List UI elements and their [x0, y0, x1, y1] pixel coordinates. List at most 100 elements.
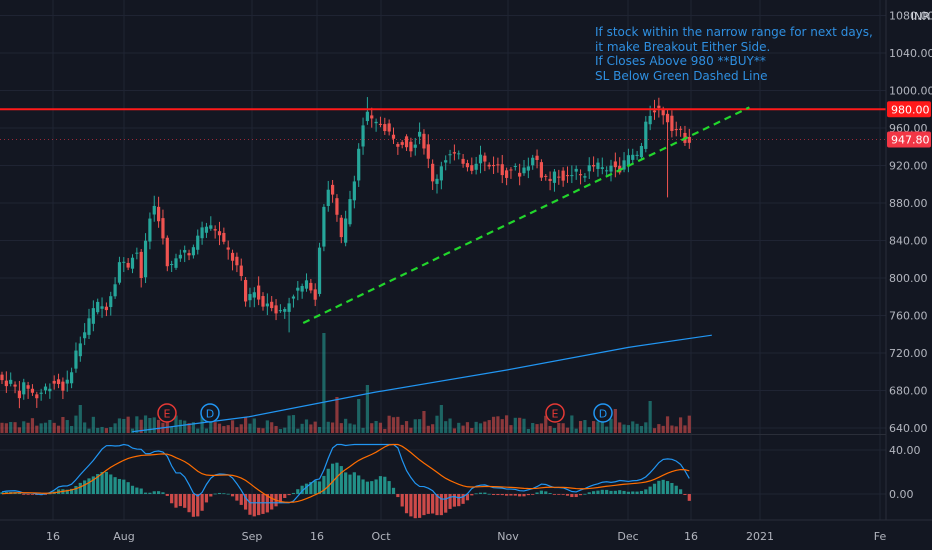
- candle-body: [204, 226, 209, 233]
- histogram-bar: [257, 494, 261, 516]
- volume-bar: [592, 421, 596, 433]
- candle-body: [248, 294, 252, 301]
- volume-bar: [331, 422, 335, 433]
- time-tick-label: Nov: [497, 530, 519, 543]
- candle-body: [165, 237, 169, 267]
- candle-body: [143, 240, 148, 278]
- histogram-bar: [561, 494, 565, 495]
- marker-label: D: [206, 408, 214, 421]
- volume-bar: [526, 428, 530, 433]
- candle-body: [113, 284, 117, 297]
- price-axis-bg: [886, 0, 932, 550]
- volume-bar: [4, 423, 8, 433]
- candle-body: [605, 170, 609, 172]
- candle-body: [13, 384, 17, 387]
- volume-bar: [578, 421, 583, 433]
- candle-body: [583, 176, 587, 178]
- candle-body: [0, 374, 4, 381]
- volume-bar: [422, 411, 426, 433]
- candle-body: [161, 218, 165, 239]
- candle-body: [183, 250, 187, 253]
- candle-body: [109, 296, 113, 308]
- volume-bar: [74, 415, 78, 433]
- volume-bar: [39, 423, 43, 433]
- histogram-bar: [496, 494, 500, 496]
- candle-body: [209, 225, 213, 229]
- marker-circle: [593, 403, 613, 423]
- price-tick-label: 800.00: [889, 272, 928, 285]
- histogram-bar: [65, 489, 69, 494]
- volume-bar: [396, 416, 400, 433]
- candle-body: [435, 178, 439, 184]
- annotation-line: If Closes Above 980 **BUY**: [595, 54, 766, 68]
- histogram-bar: [683, 494, 687, 495]
- volume-bar: [496, 416, 500, 433]
- histogram-bar: [644, 489, 648, 494]
- time-tick-label: Dec: [617, 530, 638, 543]
- volume-bar: [431, 424, 435, 433]
- moving-average: [132, 334, 712, 433]
- candle-body: [613, 161, 617, 168]
- candle-body: [213, 229, 217, 231]
- histogram-bar: [491, 494, 496, 495]
- histogram-bar: [548, 493, 552, 494]
- volume-bar: [109, 427, 113, 433]
- candle-body: [679, 128, 683, 130]
- volume-bar: [548, 425, 552, 433]
- candle-body: [217, 231, 222, 236]
- histogram-bar: [400, 494, 404, 507]
- histogram-bar: [344, 472, 348, 494]
- histogram-bar: [96, 474, 100, 494]
- histogram-bar: [413, 494, 417, 519]
- volume-bar: [600, 417, 604, 433]
- candle-body: [400, 142, 404, 145]
- histogram-bar: [474, 493, 478, 495]
- histogram-bar: [439, 494, 443, 516]
- histogram-bar: [352, 472, 356, 494]
- volume-bar: [505, 415, 509, 433]
- histogram-bar: [300, 485, 304, 494]
- candle-body: [126, 262, 130, 268]
- candle-body: [474, 163, 478, 170]
- candle-body: [283, 309, 287, 312]
- histogram-bar: [309, 482, 313, 494]
- candle-body: [22, 382, 26, 395]
- price-tick-label: 840.00: [889, 235, 928, 248]
- marker-circle: [545, 403, 565, 423]
- volume-bar: [679, 417, 683, 433]
- candle-body: [513, 166, 517, 168]
- volume-bar: [78, 405, 82, 433]
- candle-body: [17, 390, 21, 399]
- candle-body: [91, 308, 95, 324]
- candle-body: [235, 256, 239, 266]
- volume-bar: [43, 422, 48, 433]
- histogram-bar: [578, 494, 583, 496]
- candle-body: [531, 157, 535, 166]
- volume-bar: [91, 416, 95, 433]
- candle-body: [313, 289, 317, 300]
- candle-body: [574, 168, 578, 172]
- histogram-bar: [361, 479, 365, 494]
- volume-bar: [426, 425, 430, 433]
- oscillator-tick-label: 0.00: [889, 488, 914, 501]
- volume-bar: [226, 425, 230, 433]
- histogram-bar: [331, 463, 335, 494]
- volume-bar: [257, 427, 261, 433]
- candle-body: [122, 261, 126, 263]
- histogram-bar: [635, 491, 639, 494]
- histogram-bar: [622, 490, 626, 494]
- volume-bar: [239, 424, 243, 433]
- candle-body: [278, 310, 282, 312]
- candle-body: [383, 124, 387, 132]
- candle-body: [139, 251, 143, 279]
- histogram-bar: [122, 479, 126, 494]
- candle-body: [252, 292, 256, 298]
- histogram-bar: [535, 492, 539, 494]
- histogram-bar: [70, 488, 74, 494]
- histogram-bar: [22, 494, 26, 495]
- candle-body: [191, 247, 195, 256]
- annotation-line: If stock within the narrow range for nex…: [595, 25, 873, 39]
- candle-body: [30, 388, 35, 393]
